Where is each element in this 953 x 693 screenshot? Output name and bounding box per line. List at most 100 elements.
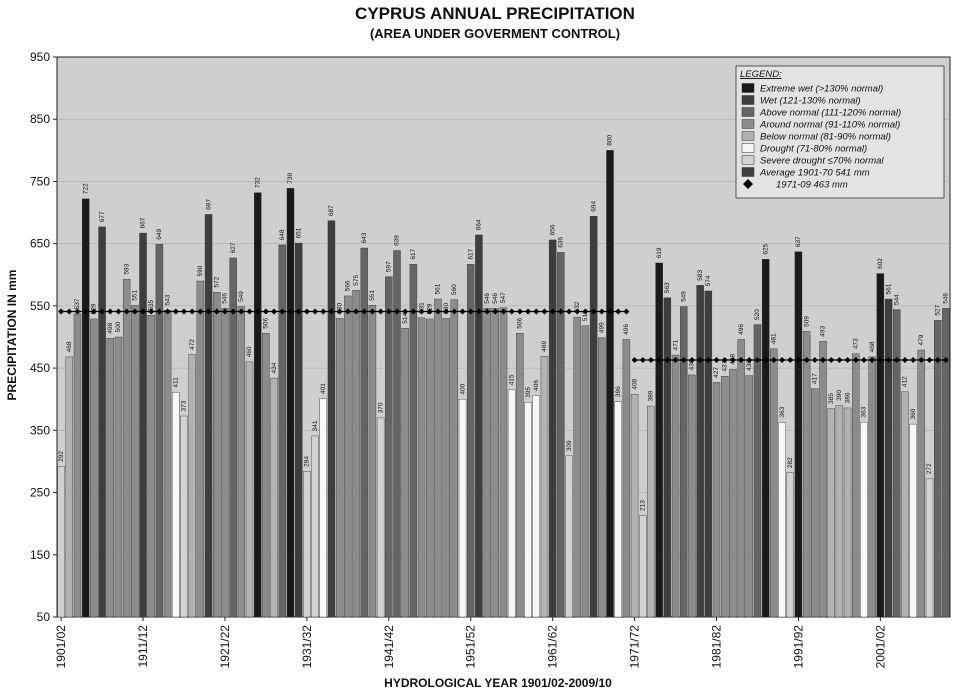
average-marker	[787, 357, 794, 364]
average-marker	[508, 308, 515, 315]
y-tick-label: 950	[30, 50, 50, 64]
bar-1999	[860, 422, 868, 618]
average-line-2	[631, 357, 949, 364]
bar-1982	[720, 376, 729, 618]
bar-1953	[483, 308, 491, 618]
average-marker	[115, 308, 122, 315]
legend-entry: Above normal (111-120% normal)	[741, 107, 901, 119]
average-marker	[664, 357, 671, 364]
bar-1936	[344, 295, 352, 618]
bar-1933	[319, 398, 327, 618]
value-label-1941: 597	[386, 261, 393, 272]
value-label-1920: 572	[213, 276, 220, 287]
x-tick-label: 1981/82	[710, 625, 724, 669]
bar-1921	[221, 308, 229, 618]
bar-1993	[811, 388, 819, 618]
bar-1988	[770, 348, 778, 618]
value-label-1936: 566	[345, 280, 352, 291]
value-label-1929: 739	[287, 172, 294, 183]
legend-swatch	[741, 167, 755, 177]
value-label-1918: 590	[197, 265, 204, 276]
bar-1985	[745, 375, 754, 618]
legend-label: Average 1901-70 541 mm	[759, 168, 870, 179]
average-marker	[615, 308, 622, 315]
bar-1942	[393, 250, 401, 618]
value-label-1978: 439	[689, 359, 696, 370]
value-label-1903: 537	[74, 298, 81, 309]
average-marker	[738, 357, 745, 364]
legend-label: Around normal (91-110% normal)	[759, 120, 900, 131]
bar-1952	[475, 234, 483, 618]
value-label-1987: 625	[762, 243, 769, 254]
bar-1949	[450, 299, 459, 618]
y-tick-label: 650	[30, 237, 50, 251]
bar-1906	[98, 226, 106, 618]
average-marker	[713, 357, 720, 364]
average-marker	[451, 308, 458, 315]
bar-1911	[139, 232, 147, 618]
average-marker	[525, 308, 532, 315]
value-label-1934: 687	[328, 205, 335, 216]
x-axis-title: HYDROLOGICAL YEAR 1901/02-2009/10	[384, 676, 612, 690]
bar-1974	[655, 262, 663, 618]
average-marker	[762, 357, 769, 364]
bar-1980	[704, 290, 713, 618]
value-label-1970: 496	[623, 324, 630, 335]
bar-2001	[876, 273, 885, 618]
legend-label: Drought (71-80% normal)	[760, 144, 867, 155]
bar-1951	[467, 264, 475, 618]
bar-1912	[147, 315, 155, 618]
value-label-1919: 697	[205, 199, 212, 210]
average-marker	[230, 308, 237, 315]
legend-entry: Extreme wet (>130% normal)	[741, 83, 883, 95]
value-label-1932: 341	[312, 420, 319, 431]
value-label-1933: 401	[320, 383, 327, 394]
bar-1922	[229, 257, 237, 618]
legend-label: Above normal (111-120% normal)	[759, 108, 901, 119]
chart-title: CYPRUS ANNUAL PRECIPITATION	[355, 4, 635, 23]
value-label-1948: 530	[443, 303, 450, 314]
y-axis-title: PRECIPITATION IN mm	[5, 270, 19, 401]
average-marker	[475, 308, 482, 315]
bar-1979	[696, 285, 704, 618]
value-label-1984: 496	[738, 324, 745, 335]
x-tick-label: 1941/42	[382, 625, 396, 669]
bar-1927	[270, 377, 278, 618]
average-marker	[721, 357, 728, 364]
value-label-1993: 417	[812, 373, 819, 384]
legend-swatch	[741, 143, 755, 153]
average-marker	[541, 308, 548, 315]
y-axis: 50 150 250 350 450 550 650 750 850 950	[30, 50, 57, 624]
average-marker	[770, 357, 777, 364]
average-marker	[303, 308, 310, 315]
average-marker	[246, 308, 253, 315]
average-marker	[672, 357, 679, 364]
bar-1950	[458, 399, 467, 618]
legend-label: Wet (121-130% normal)	[760, 96, 861, 107]
bar-1962	[557, 252, 565, 618]
value-label-1949: 560	[451, 284, 458, 295]
value-label-1916: 373	[181, 400, 188, 411]
average-marker	[426, 308, 433, 315]
average-marker	[779, 357, 786, 364]
value-label-2002: 561	[885, 283, 892, 294]
bar-1984	[737, 339, 745, 618]
value-label-1967: 499	[599, 322, 606, 333]
bar-1970	[622, 339, 631, 618]
value-label-1944: 617	[410, 248, 417, 259]
average-marker	[647, 357, 654, 364]
average-marker	[213, 308, 220, 315]
value-label-1968: 800	[607, 135, 614, 146]
value-label-1973: 389	[648, 390, 655, 401]
average-marker	[901, 357, 908, 364]
average-marker	[934, 357, 941, 364]
bar-1932	[311, 435, 319, 618]
legend-entry: Average 1901-70 541 mm	[741, 167, 870, 179]
bar-1944	[409, 264, 418, 618]
bar-2009	[942, 308, 950, 618]
average-marker	[434, 308, 441, 315]
average-marker	[820, 357, 827, 364]
bar-1941	[385, 276, 393, 618]
value-label-2004: 412	[902, 376, 909, 387]
average-marker	[549, 308, 556, 315]
